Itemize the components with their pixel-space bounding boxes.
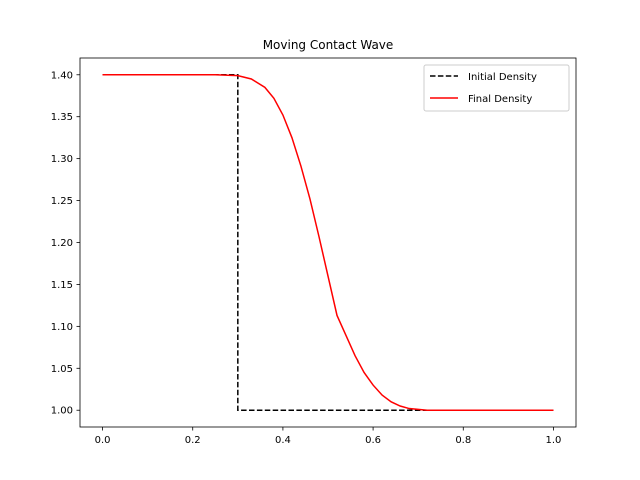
legend-box (423, 64, 570, 112)
legend-label-0: Initial Density (468, 72, 537, 83)
plot-area (79, 57, 577, 428)
legend-label-1: Final Density (468, 94, 532, 105)
chart-title: Moving Contact Wave (263, 38, 394, 52)
legend: Initial Density Final Density (423, 64, 570, 112)
plot-frame (79, 57, 577, 428)
y-tick-label: 1.10 (51, 322, 73, 333)
y-tick-label: 1.00 (51, 406, 73, 417)
x-tick-label: 0.2 (185, 435, 201, 446)
y-tick-label: 1.35 (51, 112, 73, 123)
x-tick-label: 0.0 (95, 435, 111, 446)
y-tick-label: 1.30 (51, 154, 73, 165)
series-line-1 (102, 74, 554, 411)
y-tick-label: 1.15 (51, 280, 73, 291)
y-tick-label: 1.25 (51, 196, 73, 207)
y-axis: 1.00 1.05 1.10 1.15 1.20 1.25 1.30 1.35 1.40 (51, 70, 80, 417)
y-tick-label: 1.05 (51, 364, 73, 375)
x-tick-label: 0.6 (365, 435, 381, 446)
x-tick-label: 1.0 (546, 435, 562, 446)
y-tick-label: 1.40 (51, 70, 73, 81)
x-axis: 0.0 0.2 0.4 0.6 0.8 1.0 (95, 427, 562, 446)
series-line-0 (102, 74, 554, 411)
x-tick-label: 0.8 (455, 435, 471, 446)
y-tick-label: 1.20 (51, 238, 73, 249)
x-tick-label: 0.4 (275, 435, 291, 446)
